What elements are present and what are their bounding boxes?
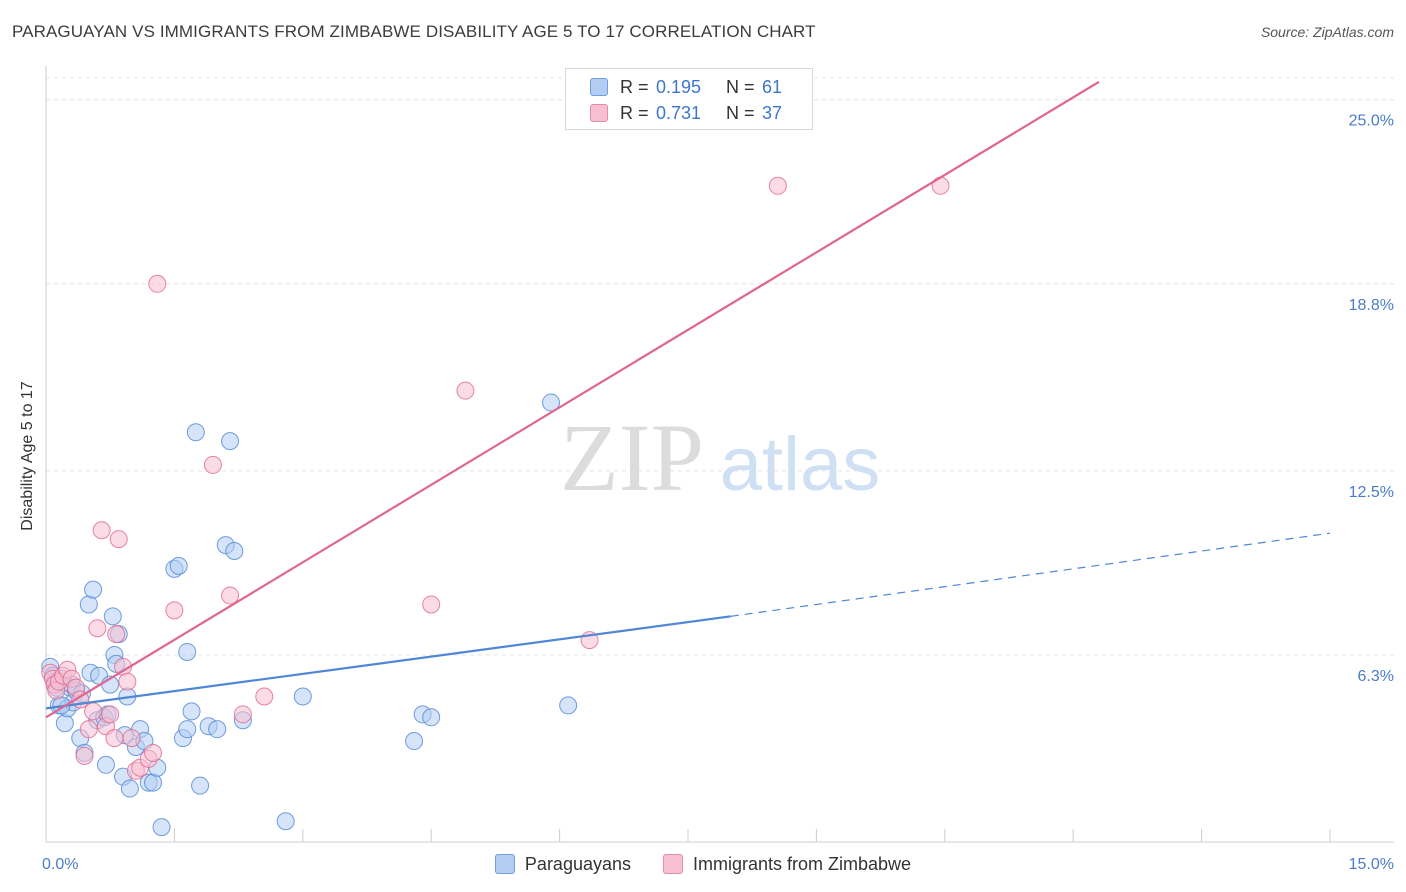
data-point (225, 542, 244, 561)
data-point (165, 601, 184, 620)
data-point (118, 672, 137, 691)
watermark-zip: ZIP (560, 404, 704, 511)
stats-n-label: N = (726, 102, 755, 123)
stats-box: R = 0.195 N = 61 R = 0.731 N = 37 (565, 68, 813, 130)
data-point (144, 743, 162, 762)
legend: Paraguayans Immigrants from Zimbabwe (0, 852, 1406, 876)
axes (45, 66, 1394, 843)
data-point (103, 607, 122, 626)
data-point (152, 818, 171, 837)
stats-r-label: R = (620, 102, 649, 123)
stats-n-value: 37 (762, 102, 783, 123)
data-point (178, 720, 197, 739)
data-point (542, 393, 561, 412)
stats-r-value: 0.731 (656, 102, 702, 123)
data-point (178, 642, 197, 661)
legend-item-zimbabwe[interactable]: Immigrants from Zimbabwe (663, 854, 911, 875)
data-point (92, 521, 111, 540)
data-point (233, 705, 252, 724)
stats-n-value: 61 (762, 76, 783, 97)
tick-labels: 6.3% 12.5% 18.8% 25.0% 0.0% 15.0% (42, 113, 1394, 873)
legend-label-zimbabwe: Immigrants from Zimbabwe (693, 853, 912, 874)
data-point (276, 812, 295, 831)
data-point (109, 530, 128, 549)
stats-row-paraguayans: R = 0.195 N = 61 (590, 74, 782, 100)
data-point (105, 729, 124, 748)
data-point (255, 687, 274, 706)
data-point (101, 705, 120, 724)
y-tick-label: 25.0% (1349, 113, 1394, 130)
trend-line-paraguayans (45, 615, 731, 710)
data-point (422, 708, 441, 727)
data-point (221, 432, 240, 451)
y-tick-label: 12.5% (1349, 484, 1394, 501)
data-point (96, 755, 115, 774)
data-point (208, 720, 227, 739)
data-point (148, 274, 167, 293)
legend-label-paraguayans: Paraguayans (524, 853, 631, 874)
data-point (79, 595, 98, 614)
data-point (88, 619, 107, 638)
data-point (79, 720, 98, 739)
data-point (768, 176, 787, 195)
trend-lines (45, 80, 1331, 719)
legend-swatch-paraguayans (494, 854, 515, 874)
data-point (144, 773, 162, 792)
trend-line-zimbabwe (45, 80, 1100, 719)
chart-title: PARAGUAYAN VS IMMIGRANTS FROM ZIMBABWE D… (12, 22, 816, 41)
data-point (203, 455, 222, 474)
legend-item-paraguayans[interactable]: Paraguayans (494, 853, 631, 875)
stats-row-zimbabwe: R = 0.731 N = 37 (590, 100, 782, 126)
series-zimbabwe (41, 176, 950, 780)
data-point (186, 423, 205, 442)
y-tick-label: 6.3% (1358, 668, 1394, 685)
data-point (169, 556, 188, 575)
stats-r-label: R = (620, 76, 649, 97)
x-tick-label: 0.0% (42, 856, 78, 873)
stats-swatch-zimbabwe (590, 104, 608, 122)
legend-swatch-zimbabwe (663, 854, 683, 874)
stats-swatch-paraguayans (590, 78, 608, 96)
data-point (456, 381, 475, 400)
data-point (559, 696, 578, 715)
watermark: ZIP atlas (560, 404, 880, 511)
data-point (293, 687, 312, 706)
stats-r-value: 0.195 (656, 76, 702, 97)
stats-n-label: N = (726, 76, 755, 97)
data-point (75, 746, 94, 765)
data-point (120, 779, 139, 798)
watermark-atlas: atlas (720, 422, 881, 507)
data-point (422, 595, 441, 614)
data-point (122, 729, 141, 748)
gridlines (46, 77, 1394, 656)
x-tick-label: 15.0% (1349, 856, 1394, 873)
trend-line-paraguayans-extrapolated (730, 532, 1331, 617)
data-point (84, 702, 103, 721)
source-label: Source: ZipAtlas.com (1260, 24, 1394, 40)
data-point (405, 732, 424, 751)
data-point (107, 625, 126, 644)
data-point (221, 586, 240, 605)
data-point (84, 580, 103, 599)
data-point (191, 776, 210, 795)
series-paraguayans (41, 393, 578, 837)
data-point (55, 714, 74, 733)
data-point (182, 702, 201, 721)
y-tick-label: 18.8% (1349, 297, 1394, 314)
